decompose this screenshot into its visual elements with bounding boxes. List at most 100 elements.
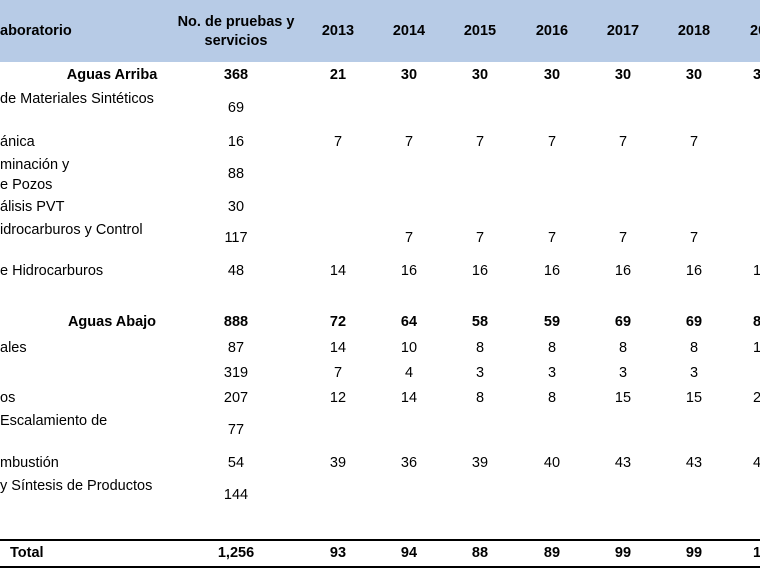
header-count-line1: No. de pruebas y <box>177 14 295 30</box>
row-year-value: 12 <box>329 390 347 406</box>
row-year-value: 69 <box>614 314 632 330</box>
header-year: 2017 <box>606 23 640 39</box>
row-year-value: 16 <box>614 263 632 279</box>
row-year-value: 14 <box>400 390 418 406</box>
row-label: mbustión <box>0 455 59 471</box>
row-year-value: 3 <box>475 365 485 381</box>
row-year-value: 8 <box>547 340 557 356</box>
header-year: 20 <box>750 23 760 39</box>
row-count: 54 <box>227 455 245 471</box>
total-year-value: 94 <box>400 545 418 561</box>
total-year-value: 99 <box>614 545 632 561</box>
header-year: 2013 <box>321 23 355 39</box>
row-year-value: 69 <box>685 314 703 330</box>
table-header <box>0 0 760 62</box>
row-year-value: 3 <box>689 365 699 381</box>
total-count: 1,256 <box>217 545 255 561</box>
row-count: 117 <box>224 230 248 246</box>
row-year-value: 8 <box>618 340 628 356</box>
row-label: Aguas Arriba <box>66 67 158 83</box>
total-bottom-rule <box>0 566 760 568</box>
row-count: 77 <box>227 422 245 438</box>
row-year-value: 16 <box>471 263 489 279</box>
row-count: 368 <box>223 67 249 83</box>
row-year-value: 7 <box>475 134 485 150</box>
row-year-value: 59 <box>543 314 561 330</box>
header-count-line2: servicios <box>204 33 268 49</box>
row-year-value: 58 <box>471 314 489 330</box>
row-label: e Hidrocarburos <box>0 263 104 279</box>
row-year-value: 43 <box>685 455 703 471</box>
row-year-value: 7 <box>618 230 628 246</box>
header-year: 2014 <box>392 23 426 39</box>
row-year-value: 30 <box>543 67 561 83</box>
row-label: ales <box>0 340 27 356</box>
total-year-value: 93 <box>329 545 347 561</box>
row-label: minación y <box>0 157 70 173</box>
row-count: 69 <box>227 100 245 116</box>
row-label: y Síntesis de Productos <box>0 478 153 494</box>
row-label: Aguas Abajo <box>67 314 157 330</box>
row-year-value: 39 <box>471 455 489 471</box>
row-year-value: 8 <box>689 340 699 356</box>
row-year-value: 43 <box>614 455 632 471</box>
row-count: 207 <box>223 390 249 406</box>
row-year-value: 30 <box>471 67 489 83</box>
row-year-value: 15 <box>614 390 632 406</box>
row-year-value: 16 <box>400 263 418 279</box>
header-year: 2015 <box>463 23 497 39</box>
row-year-value: 30 <box>614 67 632 83</box>
row-year-value: 7 <box>404 230 414 246</box>
row-count: 144 <box>223 487 249 503</box>
header-year: 2016 <box>535 23 569 39</box>
row-year-value: 7 <box>475 230 485 246</box>
row-year-value: 7 <box>689 134 699 150</box>
row-year-value: 7 <box>618 134 628 150</box>
row-year-value: 72 <box>329 314 347 330</box>
row-count: 30 <box>227 199 245 215</box>
row-year-value: 3 <box>618 365 628 381</box>
row-label: os <box>0 390 16 406</box>
header-label: aboratorio <box>0 23 72 39</box>
row-label: idrocarburos y Control <box>0 222 143 238</box>
row-year-value: 3 <box>753 67 760 83</box>
row-year-value: 4 <box>753 455 760 471</box>
row-year-value: 16 <box>685 263 703 279</box>
row-year-value: 8 <box>475 390 485 406</box>
row-year-value: 7 <box>547 230 557 246</box>
total-year-value: 89 <box>543 545 561 561</box>
row-count: 319 <box>223 365 249 381</box>
row-label: de Materiales Sintéticos <box>0 91 154 107</box>
row-year-value: 16 <box>543 263 561 279</box>
row-year-value: 36 <box>400 455 418 471</box>
row-year-value: 30 <box>400 67 418 83</box>
row-year-value: 3 <box>547 365 557 381</box>
total-year-value: 1 <box>753 545 760 561</box>
row-year-value: 7 <box>689 230 699 246</box>
row-year-value: 7 <box>333 365 343 381</box>
row-year-value: 14 <box>329 340 347 356</box>
row-count: 888 <box>223 314 249 330</box>
row-year-value: 1 <box>753 340 760 356</box>
total-year-value: 99 <box>685 545 703 561</box>
row-count: 88 <box>227 166 245 182</box>
total-top-rule <box>0 539 760 541</box>
row-label: álisis PVT <box>0 199 65 215</box>
row-year-value: 8 <box>475 340 485 356</box>
row-count: 16 <box>227 134 245 150</box>
row-year-value: 21 <box>329 67 347 83</box>
row-year-value: 4 <box>404 365 414 381</box>
row-year-value: 39 <box>329 455 347 471</box>
row-year-value: 14 <box>329 263 347 279</box>
total-label: Total <box>10 545 44 561</box>
row-count: 87 <box>227 340 245 356</box>
row-label: e Pozos <box>0 177 53 193</box>
row-year-value: 8 <box>753 314 760 330</box>
total-year-value: 88 <box>471 545 489 561</box>
row-year-value: 15 <box>685 390 703 406</box>
row-year-value: 40 <box>543 455 561 471</box>
row-year-value: 64 <box>400 314 418 330</box>
row-count: 48 <box>227 263 245 279</box>
row-year-value: 30 <box>685 67 703 83</box>
